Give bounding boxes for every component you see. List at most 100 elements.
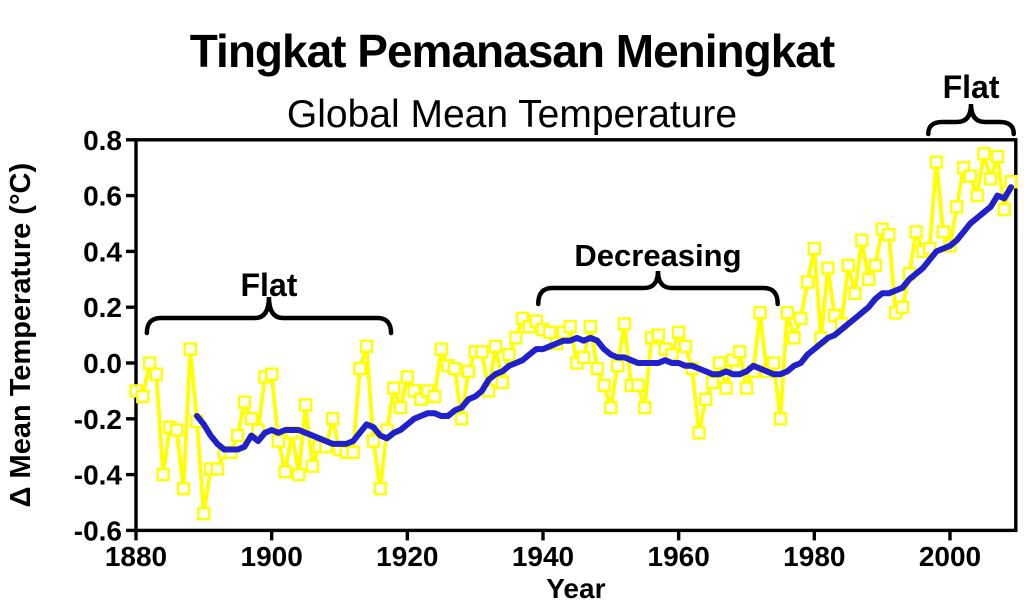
annual-mean-marker	[984, 172, 998, 186]
y-axis-tick-label: 0.6	[83, 181, 122, 212]
annual-mean-marker	[739, 381, 754, 395]
x-axis-tick-label: 1900	[241, 541, 303, 572]
annotation-brace	[926, 103, 1017, 137]
annual-mean-marker	[434, 342, 448, 356]
annual-mean-marker	[583, 320, 598, 334]
annual-mean-marker	[970, 188, 984, 203]
annual-mean-line	[134, 151, 1013, 516]
annual-mean-marker	[590, 361, 604, 376]
annual-mean-marker	[529, 314, 543, 328]
annual-mean-marker	[414, 392, 428, 406]
annual-mean-marker	[922, 241, 937, 256]
annual-mean-marker	[400, 370, 414, 384]
annual-mean-marker	[366, 434, 381, 448]
annual-mean-marker	[244, 412, 259, 426]
x-axis-tick-label: 1920	[376, 541, 438, 572]
annual-mean-marker	[176, 481, 191, 496]
annual-mean-marker	[271, 434, 286, 448]
annual-mean-marker	[136, 389, 150, 404]
annual-mean-marker	[502, 347, 516, 362]
annual-mean-marker	[705, 375, 720, 390]
annual-mean-marker	[766, 356, 781, 370]
annual-mean-marker	[298, 398, 313, 412]
annual-mean-marker	[895, 300, 910, 314]
plot-border	[134, 138, 1018, 533]
x-axis-tick-label: 1940	[512, 541, 574, 572]
annual-mean-marker	[454, 412, 469, 426]
annual-mean-marker	[237, 395, 252, 409]
annotation-label: Decreasing	[574, 238, 741, 273]
annual-mean-marker	[448, 361, 462, 376]
annual-mean-marker	[712, 356, 727, 370]
annual-mean-marker	[353, 361, 367, 376]
y-axis-title: Δ Mean Temperature (°C)	[5, 163, 37, 508]
annual-mean-marker	[855, 233, 869, 247]
annual-mean-marker	[950, 200, 964, 214]
annual-mean-marker	[597, 378, 611, 392]
annual-mean-marker	[617, 317, 632, 331]
annual-mean-marker	[265, 367, 279, 381]
annual-mean-marker	[278, 465, 292, 479]
annual-mean-marker	[515, 311, 530, 326]
annual-mean-marker	[726, 353, 740, 367]
annual-mean-marker	[909, 225, 923, 239]
annual-mean-marker	[929, 155, 944, 169]
annual-mean-marker	[373, 481, 387, 496]
annual-mean-marker	[495, 375, 509, 390]
annual-mean-marker	[475, 345, 489, 359]
annual-mean-marker	[183, 342, 198, 356]
annotation-label: Flat	[241, 267, 298, 303]
annual-mean-marker	[807, 241, 821, 256]
annual-mean-marker	[543, 325, 557, 339]
annual-mean-marker	[326, 412, 340, 426]
annual-mean-marker	[672, 325, 686, 339]
annual-mean-marker	[678, 339, 693, 353]
y-axis-tick-label: 0.8	[83, 125, 122, 156]
annual-mean-marker	[638, 400, 652, 415]
annual-mean-marker	[800, 275, 815, 289]
annual-mean-marker	[882, 227, 896, 242]
annotation-brace	[536, 270, 780, 307]
chart-subtitle: Global Mean Temperature	[286, 93, 738, 136]
annotation-brace	[144, 296, 394, 336]
annual-mean-marker	[956, 160, 971, 175]
annual-mean-marker	[828, 308, 842, 323]
annual-mean-marker	[997, 202, 1011, 217]
x-axis-tick-label: 1980	[783, 541, 845, 572]
annual-mean-marker	[936, 225, 950, 239]
annual-mean-marker	[577, 350, 591, 365]
annual-mean-marker	[604, 400, 618, 415]
annual-mean-marker	[861, 272, 876, 286]
annual-mean-marker	[821, 261, 835, 275]
annual-mean-marker	[963, 169, 977, 183]
annual-mean-marker	[169, 423, 184, 437]
annual-mean-marker	[393, 400, 408, 415]
annotation-label: Flat	[943, 69, 1000, 105]
annual-mean-marker	[990, 149, 1005, 164]
annual-mean-marker	[251, 423, 265, 437]
annual-mean-marker	[359, 339, 374, 353]
annual-mean-marker	[488, 339, 503, 353]
annual-mean-marker	[787, 331, 801, 345]
annual-mean-marker	[156, 467, 170, 482]
x-axis-title: Year	[546, 573, 605, 604]
annual-mean-marker	[699, 392, 713, 406]
annual-mean-marker	[197, 507, 211, 521]
annual-mean-marker	[387, 381, 401, 395]
x-axis-tick-label: 1960	[648, 541, 710, 572]
annual-mean-marker	[230, 428, 245, 443]
annual-mean-marker	[210, 462, 225, 476]
annual-mean-marker	[407, 384, 421, 398]
annual-mean-marker	[461, 364, 476, 379]
y-axis-tick-label: -0.4	[74, 460, 123, 491]
x-axis-tick-label: 1880	[105, 541, 167, 572]
annual-mean-marker	[753, 306, 767, 320]
annual-mean-marker	[848, 286, 862, 300]
annual-mean-marker	[868, 258, 883, 273]
annual-mean-marker	[631, 378, 645, 392]
annual-mean-marker	[780, 306, 794, 320]
x-axis-tick-label: 2000	[919, 541, 981, 572]
annual-mean-marker	[610, 359, 625, 373]
